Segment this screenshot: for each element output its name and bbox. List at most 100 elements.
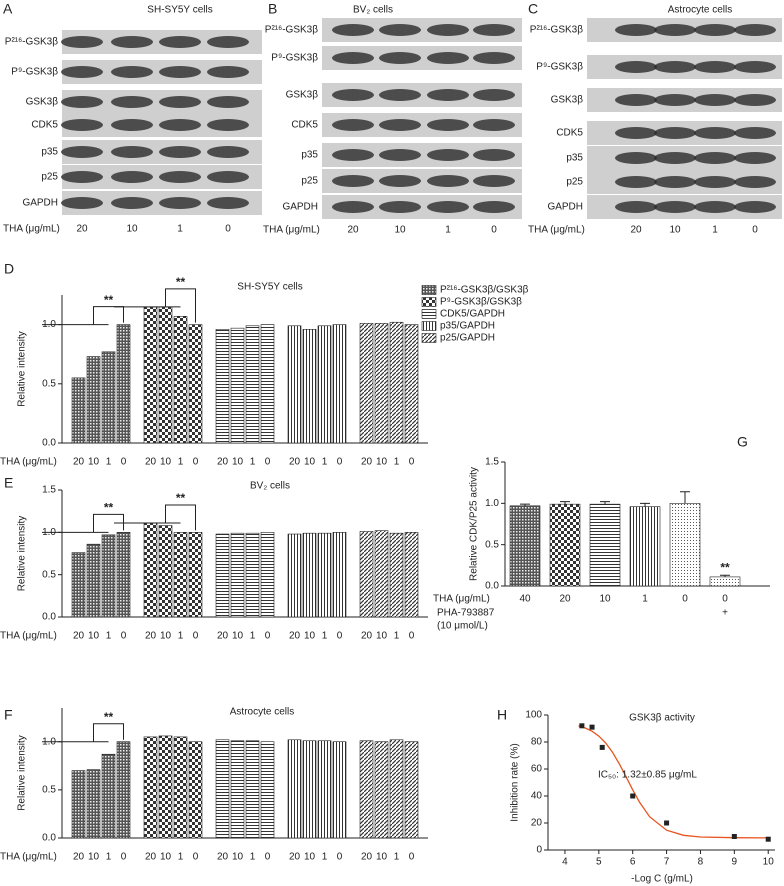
blot-band — [379, 201, 421, 213]
x-axis-label: THA (μg/mL) — [0, 852, 57, 863]
blot-band — [61, 197, 103, 209]
x-tick-label: 1 — [178, 457, 184, 468]
x-tick-label: 0 — [337, 852, 343, 863]
y-tick-label: 0.0 — [485, 581, 499, 592]
x-tick-label: 20 — [73, 852, 85, 863]
blot-band — [159, 197, 201, 209]
y-tick-label: 20 — [531, 818, 543, 829]
protein-label: P⁹-GSK3β — [271, 53, 318, 64]
y-tick-label: 0.5 — [42, 784, 56, 795]
blot-band — [427, 201, 469, 213]
bar — [709, 576, 741, 587]
lane-label: 20 — [76, 224, 88, 235]
error-bar — [680, 491, 690, 504]
y-tick-label: 80 — [531, 737, 543, 748]
x-axis-label: THA (μg/mL) — [0, 457, 57, 468]
data-point — [579, 723, 585, 729]
blot-band — [159, 36, 201, 48]
blot-band — [694, 24, 736, 36]
bar — [389, 321, 404, 444]
protein-label: GSK3β — [551, 95, 584, 106]
blot-band — [207, 197, 249, 209]
x-tick-label: 1 — [250, 852, 256, 863]
x-tick-label: 0 — [121, 631, 127, 642]
blot-band — [473, 119, 515, 131]
blot-band — [207, 146, 249, 158]
x-tick-label: 4 — [562, 857, 568, 868]
x-tick-label: 1 — [106, 457, 112, 468]
row-label: PHA-793887 — [437, 608, 495, 619]
blot-band — [111, 119, 153, 131]
blot-band — [654, 152, 696, 164]
x-tick-label: 1 — [106, 631, 112, 642]
bar — [669, 503, 701, 587]
x-tick-label: 0 — [121, 457, 127, 468]
x-tick-label: 20 — [361, 852, 373, 863]
panel-letter: E — [4, 475, 13, 491]
blot-band — [111, 171, 153, 183]
x-axis-label: -Log C (g/mL) — [631, 874, 693, 885]
blot-band — [615, 61, 657, 73]
bar — [188, 532, 203, 618]
x-tick-label: 10 — [304, 852, 316, 863]
x-tick-label: 6 — [630, 857, 636, 868]
blot-band — [111, 146, 153, 158]
error-bar — [720, 574, 730, 577]
x-tick-label: 1 — [322, 852, 328, 863]
protein-label: P²¹⁶-GSK3β — [265, 25, 318, 36]
bar — [230, 532, 245, 618]
bar — [143, 736, 158, 839]
data-point — [589, 724, 595, 730]
x-tick-label: 10 — [376, 457, 388, 468]
blot-band — [473, 24, 515, 36]
bar — [158, 735, 173, 839]
blot-band — [207, 66, 249, 78]
y-tick-label: 1.0 — [485, 498, 499, 509]
blot-band — [427, 52, 469, 64]
y-axis-label: Relative intensity — [17, 331, 28, 407]
bar — [287, 739, 302, 839]
x-tick-label: 20 — [289, 852, 301, 863]
x-tick-label: 0 — [265, 852, 271, 863]
x-tick-label: 20 — [145, 852, 157, 863]
x-tick-label: 5 — [596, 857, 602, 868]
bar — [245, 740, 260, 839]
blot-title: Astrocyte cells — [668, 5, 732, 16]
data-point — [731, 834, 737, 839]
legend-label: P²¹⁶-GSK3β/GSK3β — [440, 285, 529, 296]
blot-band — [473, 175, 515, 187]
error-bar — [520, 503, 530, 506]
error-bar — [600, 501, 610, 505]
blot-band — [694, 94, 736, 106]
error-bar — [640, 502, 650, 507]
y-tick-label: 0.0 — [42, 438, 56, 449]
bar — [230, 327, 245, 444]
blot-band — [694, 127, 736, 139]
bar — [374, 741, 389, 839]
x-tick-label: 1 — [394, 852, 400, 863]
bar — [86, 356, 101, 444]
x-tick-label: 10 — [376, 852, 388, 863]
bar — [404, 741, 419, 839]
bar — [101, 753, 116, 839]
legend-swatch — [421, 285, 437, 295]
significance-bracket — [42, 513, 124, 533]
y-axis-label: Relative intensity — [17, 516, 28, 592]
bar — [332, 532, 347, 618]
bar — [116, 532, 131, 618]
panel-letter: F — [4, 707, 13, 723]
bar — [188, 741, 203, 839]
x-tick-label: 20 — [217, 852, 229, 863]
bar — [359, 531, 374, 618]
x-tick-label: 7 — [664, 857, 670, 868]
y-tick-label: 0.5 — [485, 539, 499, 550]
legend-label: P⁹-GSK3β/GSK3β — [440, 297, 522, 308]
blot-band — [379, 89, 421, 101]
chart-title: Astrocyte cells — [230, 707, 294, 718]
blot-band — [61, 146, 103, 158]
blot-band — [694, 201, 736, 213]
bar — [374, 323, 389, 444]
blot-band — [734, 176, 776, 188]
lane-label: 1 — [712, 225, 718, 236]
y-axis-label: Relative intensity — [17, 735, 28, 811]
